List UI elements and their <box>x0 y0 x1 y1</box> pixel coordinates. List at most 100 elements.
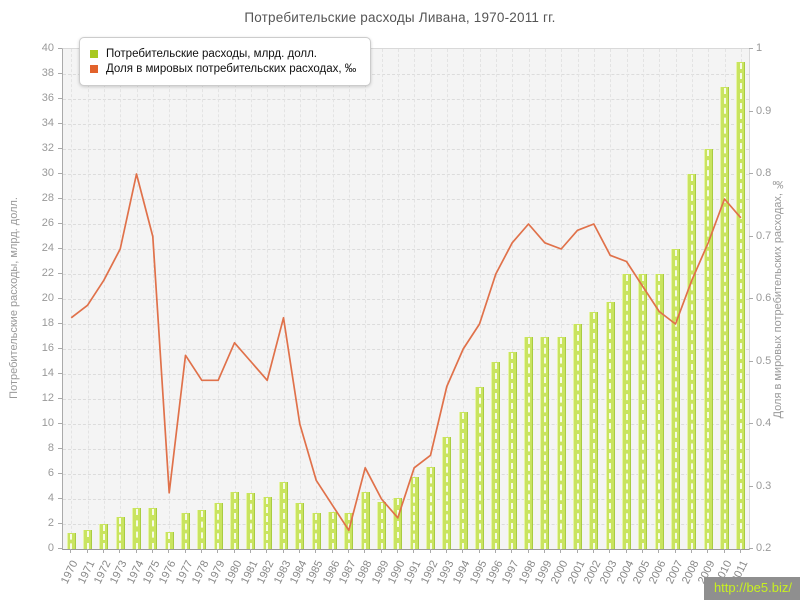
bar <box>230 491 239 549</box>
x-axis-tick <box>609 549 611 553</box>
y-axis-tick-right <box>749 48 753 49</box>
bar-stripe <box>527 337 530 549</box>
x-axis-tick <box>511 549 513 553</box>
bar <box>556 336 566 549</box>
grid-line-vertical <box>71 49 73 549</box>
y-axis-tick-left <box>58 473 62 474</box>
y-axis-tick-label-right: 0.8 <box>756 167 772 179</box>
bar <box>605 301 615 549</box>
grid-line-vertical <box>234 49 236 549</box>
y-axis-tick-left <box>58 548 62 549</box>
y-axis-tick-left <box>58 148 62 149</box>
y-axis-tick-left <box>58 123 62 124</box>
x-axis-tick <box>592 549 594 553</box>
y-axis-tick-label-right: 1 <box>756 42 763 54</box>
grid-line-vertical <box>332 49 334 549</box>
bar <box>164 531 174 549</box>
y-axis-tick-label-left: 36 <box>41 92 54 104</box>
grid-line-horizontal <box>63 174 749 175</box>
grid-line-vertical <box>495 49 497 549</box>
bar-stripe <box>543 337 546 549</box>
grid-line-horizontal <box>63 349 749 350</box>
x-axis-tick <box>527 549 529 553</box>
x-axis-tick <box>560 549 562 553</box>
bar <box>524 336 533 549</box>
bar-stripe <box>445 437 448 549</box>
bar <box>377 501 386 549</box>
bar-stripe <box>462 412 465 549</box>
y-axis-tick-label-right: 0.9 <box>756 104 772 117</box>
bar <box>458 411 468 549</box>
bar <box>393 497 403 549</box>
grid-line-horizontal <box>63 224 749 225</box>
bar-stripe <box>413 477 416 549</box>
x-axis-tick <box>347 549 349 553</box>
x-axis-tick <box>184 549 186 553</box>
bar-stripe <box>723 87 726 549</box>
bar <box>589 311 599 549</box>
legend-label-spending: Потребительские расходы, млрд. долл. <box>106 48 317 60</box>
y-axis-tick-left <box>58 323 62 324</box>
x-axis-tick <box>119 549 121 553</box>
x-axis-tick <box>396 549 398 553</box>
y-axis-tick-label-left: 38 <box>41 67 54 79</box>
grid-line-horizontal <box>63 249 749 250</box>
y-axis-tick-right <box>749 423 753 424</box>
y-axis-tick-label-right: 0.2 <box>756 542 772 554</box>
y-axis-tick-label-left: 30 <box>41 167 54 179</box>
x-axis-tick <box>331 549 333 553</box>
y-axis-tick-label-left: 24 <box>41 242 54 254</box>
x-axis-tick <box>625 549 627 553</box>
bar-stripe <box>609 302 612 549</box>
watermark: http://be5.biz/ <box>703 577 800 600</box>
grid-line-vertical <box>446 49 448 549</box>
grid-line-horizontal <box>63 74 749 75</box>
bar-stripe <box>364 492 367 549</box>
x-axis-tick <box>135 549 137 553</box>
y-axis-tick-right <box>749 298 753 299</box>
y-axis-tick-right <box>749 360 753 362</box>
grid-line-vertical <box>185 49 187 549</box>
grid-line-horizontal <box>63 374 749 375</box>
grid-line-vertical <box>316 49 318 549</box>
grid-line-vertical <box>577 49 579 549</box>
grid-line-vertical <box>136 49 138 549</box>
x-axis-tick <box>315 549 317 553</box>
bar-stripe <box>690 175 693 549</box>
grid-line-vertical <box>561 49 563 549</box>
grid-line-vertical <box>610 49 612 549</box>
bar-stripe <box>200 511 203 549</box>
x-axis-tick <box>151 549 153 553</box>
bar <box>638 274 648 549</box>
bar-stripe <box>233 492 236 549</box>
y-axis-tick-label-left: 26 <box>41 217 54 229</box>
bar-stripe <box>249 493 252 549</box>
y-axis-tick-label-right: 0.4 <box>756 417 772 429</box>
share-swatch-icon <box>90 65 98 73</box>
bar-stripe <box>707 150 710 549</box>
bar-stripe <box>396 498 399 549</box>
bar <box>540 336 550 549</box>
y-axis-tick-label-left: 18 <box>41 317 54 329</box>
x-axis-tick <box>494 549 496 553</box>
grid-line-horizontal <box>63 124 749 125</box>
bar-stripe <box>119 517 122 549</box>
watermark-link[interactable]: http://be5.biz/ <box>713 580 792 595</box>
bar <box>311 512 321 549</box>
y-axis-tick-label-left: 34 <box>41 117 54 129</box>
y-axis-tick-left <box>58 523 62 524</box>
bar <box>246 492 256 549</box>
bar-stripe <box>70 533 73 549</box>
grid-line-vertical <box>120 49 122 549</box>
grid-line-vertical <box>283 49 285 549</box>
bar <box>360 491 370 549</box>
bar <box>279 481 288 549</box>
x-axis-tick <box>233 549 235 553</box>
y-axis-tick-left <box>58 198 62 199</box>
bar-stripe <box>168 532 171 549</box>
grid-line-vertical <box>381 49 383 549</box>
bar-stripe <box>641 275 644 549</box>
grid-line-vertical <box>103 49 105 549</box>
y-axis-tick-label-left: 14 <box>41 367 54 379</box>
y-axis-tick-label-left: 28 <box>41 192 54 204</box>
